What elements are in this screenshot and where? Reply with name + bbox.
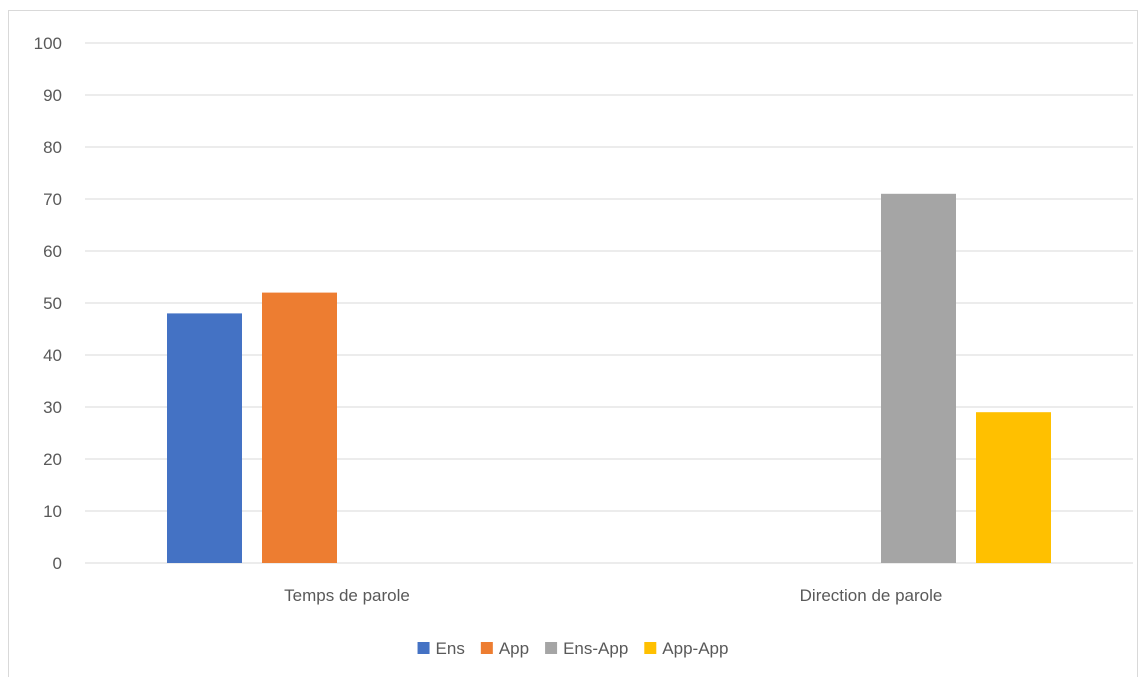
legend: Ens App Ens-App App-App [417,639,728,658]
x-category-label: Temps de parole [284,586,410,605]
y-tick-label: 0 [53,554,62,573]
bar-ens-app-2 [881,193,956,564]
y-tick-label: 10 [43,502,62,521]
y-tick-label: 90 [43,86,62,105]
bar-app-1 [262,292,337,563]
y-tick-label: 20 [43,450,62,469]
y-tick-label: 70 [43,190,62,209]
legend-label: App [499,639,529,658]
y-axis-ticks: 0 10 20 30 40 50 60 70 80 90 100 [34,34,62,573]
bar-ens-1 [167,313,242,563]
legend-label: Ens [436,639,465,658]
x-category-label: Direction de parole [800,586,943,605]
legend-label: Ens-App [563,639,628,658]
legend-swatch-ens [417,642,430,654]
bars [167,193,1051,564]
y-tick-label: 100 [34,34,62,53]
bar-app-app-2 [976,412,1051,563]
legend-swatch-app [480,642,493,654]
y-tick-label: 80 [43,138,62,157]
legend-swatch-app-app [644,642,657,654]
y-tick-label: 50 [43,294,62,313]
y-tick-label: 60 [43,242,62,261]
x-axis-categories: Temps de parole Direction de parole [284,586,942,605]
y-tick-label: 30 [43,398,62,417]
legend-swatch-ens-app [545,642,558,654]
gridlines [85,42,1133,564]
y-tick-label: 40 [43,346,62,365]
legend-label: App-App [662,639,728,658]
